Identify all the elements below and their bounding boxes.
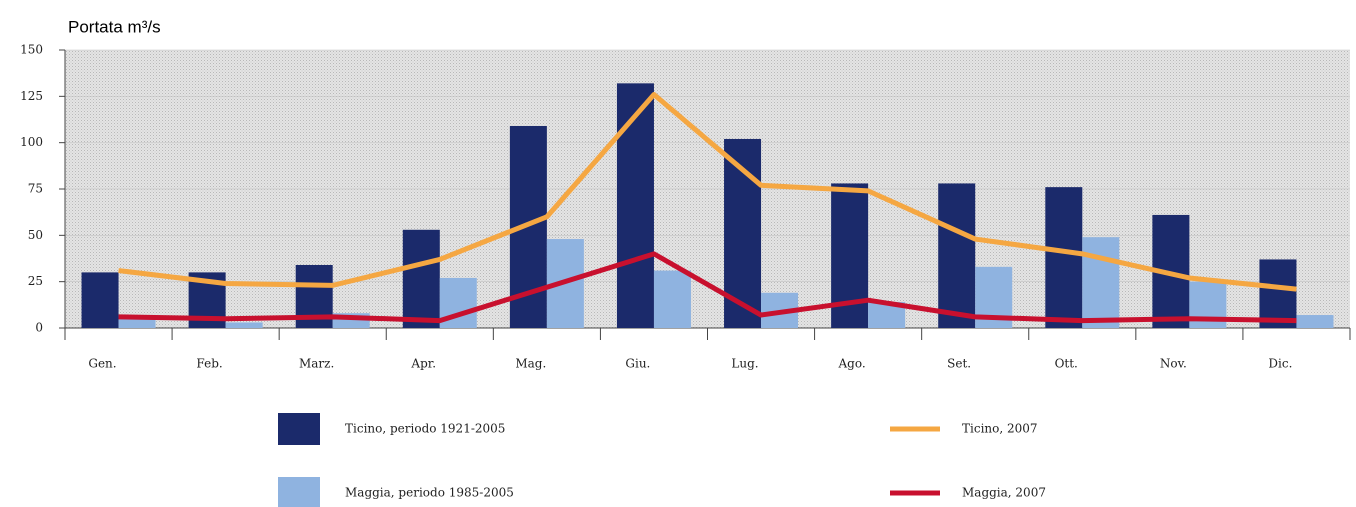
legend-label: Ticino, 2007 (962, 422, 1038, 436)
bar (225, 322, 263, 328)
bar (1045, 187, 1083, 328)
x-tick-label: Giu. (625, 357, 650, 371)
legend-label: Ticino, periodo 1921-2005 (345, 422, 505, 436)
x-tick-label: Set. (947, 357, 971, 371)
legend-swatch (278, 413, 320, 445)
legend-label: Maggia, 2007 (962, 486, 1046, 500)
y-tick-label: 25 (28, 274, 43, 288)
x-tick-label: Nov. (1160, 357, 1187, 371)
bar (1259, 259, 1297, 328)
x-tick-label: Gen. (88, 357, 116, 371)
bar (1082, 237, 1120, 328)
x-tick-label: Dic. (1268, 357, 1292, 371)
y-tick-label: 150 (20, 43, 43, 57)
y-tick-label: 125 (20, 89, 43, 103)
line (118, 91, 1297, 292)
x-tick-label: Mag. (515, 357, 546, 371)
x-tick-label: Ott. (1055, 357, 1078, 371)
x-tick-label: Marz. (299, 357, 334, 371)
line (118, 251, 1297, 324)
x-tick-label: Feb. (196, 357, 222, 371)
bar (1296, 315, 1334, 328)
legend-swatch (278, 477, 320, 507)
y-tick-label: 75 (28, 182, 43, 196)
y-tick-label: 0 (35, 321, 43, 335)
x-tick-label: Lug. (731, 357, 758, 371)
bar (616, 83, 654, 328)
bar (653, 270, 691, 328)
bar (402, 229, 440, 328)
bar (81, 272, 119, 328)
bar (118, 318, 156, 328)
bar (938, 183, 976, 328)
x-tick-label: Ago. (837, 357, 865, 371)
chart-title: Portata m³/s (68, 17, 161, 36)
legend-label: Maggia, periodo 1985-2005 (345, 486, 514, 500)
y-tick-label: 50 (28, 228, 43, 242)
y-tick-label: 100 (20, 135, 43, 149)
x-tick-label: Apr. (410, 357, 436, 371)
